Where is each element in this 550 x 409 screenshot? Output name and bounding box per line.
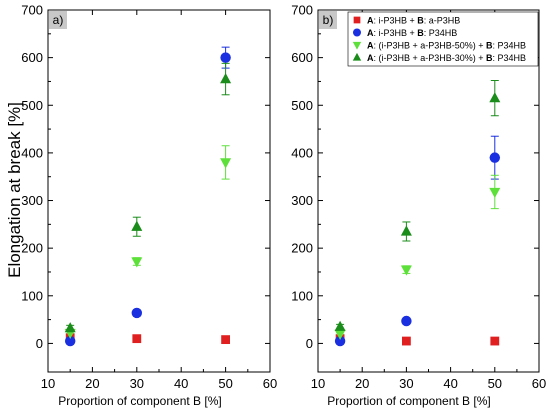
- data-point-circle: [131, 307, 143, 319]
- data-point-triangle-up: [489, 92, 501, 103]
- legend-marker-square: [353, 16, 361, 24]
- y-tick-label: 0: [36, 336, 43, 351]
- panel-a-xlabel: Proportion of component B [%]: [58, 394, 221, 408]
- panel-b: Proportion of component B [%] b) 10 20 30 40…: [291, 3, 546, 409]
- data-point-square: [132, 334, 142, 344]
- y-tick-label: 500: [291, 98, 313, 113]
- data-point-triangle-up: [64, 322, 76, 333]
- data-point-triangle-down: [220, 158, 232, 169]
- data-point-triangle-up: [334, 320, 346, 331]
- data-point-square: [221, 335, 230, 345]
- legend: A: i-P3HB + B: a-P3HB A: i-P3HB + B: P34H…: [347, 11, 539, 67]
- legend-marker-circle: [353, 28, 361, 37]
- x-tick-label: 10: [311, 376, 325, 391]
- y-tick-label: 700: [291, 3, 313, 18]
- x-tick-label: 30: [399, 376, 413, 391]
- data-point-circle: [220, 52, 231, 63]
- legend-marker-triangle-down: [352, 41, 362, 50]
- y-tick-label: 600: [21, 50, 43, 65]
- data-point-triangle-up: [220, 73, 232, 84]
- y-tick-label: 600: [291, 50, 313, 65]
- data-point-circle: [64, 335, 76, 347]
- panel-label-box: [49, 11, 67, 29]
- data-point-triangle-down: [400, 265, 412, 276]
- y-axis-label: Elongation at break [%]: [5, 102, 24, 278]
- data-point-circle: [401, 315, 412, 327]
- x-tick-label: 60: [532, 376, 546, 391]
- x-tick-label: 50: [488, 376, 502, 391]
- data-point-triangle-up: [131, 220, 143, 231]
- x-tick-label: 10: [41, 376, 55, 391]
- y-tick-label: 700: [21, 3, 43, 18]
- data-point-circle: [334, 335, 346, 347]
- y-tick-label: 300: [21, 193, 43, 208]
- data-point-circle: [489, 152, 501, 163]
- legend-entry-label: A: i-P3HB + B: P34HB: [367, 28, 457, 38]
- x-tick-label: 40: [174, 376, 188, 391]
- panel-label: a): [53, 13, 64, 27]
- x-tick-label: 20: [355, 376, 369, 391]
- panel-label: b): [323, 13, 334, 27]
- data-point-triangle-down: [489, 187, 501, 199]
- legend-entry-label: A: (i-P3HB + a-P3HB-50%) + B: P34HB: [367, 41, 526, 51]
- y-tick-label: 100: [291, 288, 313, 303]
- data-point-square: [402, 336, 411, 346]
- y-tick-label: 200: [291, 241, 313, 256]
- y-tick-label: 400: [291, 145, 313, 160]
- legend-marker-triangle-up: [352, 52, 362, 61]
- data-point-triangle-down: [131, 257, 143, 268]
- y-tick-label: 400: [21, 145, 43, 160]
- data-point-triangle-down: [334, 329, 346, 340]
- y-tick-label: 100: [21, 288, 43, 303]
- y-tick-label: 200: [21, 241, 43, 256]
- data-point-square: [490, 336, 500, 346]
- panel-a: Proportion of component B [%] a) 10 20 30 40…: [21, 3, 277, 409]
- legend-box: [347, 11, 539, 67]
- y-tick-label: 0: [306, 336, 313, 351]
- plot-frame: [47, 9, 271, 373]
- x-tick-label: 30: [130, 376, 144, 391]
- legend-entry-label: A: (i-P3HB + a-P3HB-30%) + B: P34HB: [367, 53, 526, 63]
- x-tick-label: 60: [263, 376, 277, 391]
- panel-b-xlabel: Proportion of component B [%]: [327, 394, 490, 408]
- data-point-triangle-up: [400, 225, 412, 236]
- y-tick-label: 300: [291, 193, 313, 208]
- panel-label-box: [319, 11, 337, 29]
- x-tick-label: 20: [85, 376, 99, 391]
- x-tick-label: 50: [218, 376, 232, 391]
- y-tick-label: 500: [21, 98, 43, 113]
- legend-entry-label: A: i-P3HB + B: a-P3HB: [367, 16, 460, 26]
- x-tick-label: 40: [443, 376, 457, 391]
